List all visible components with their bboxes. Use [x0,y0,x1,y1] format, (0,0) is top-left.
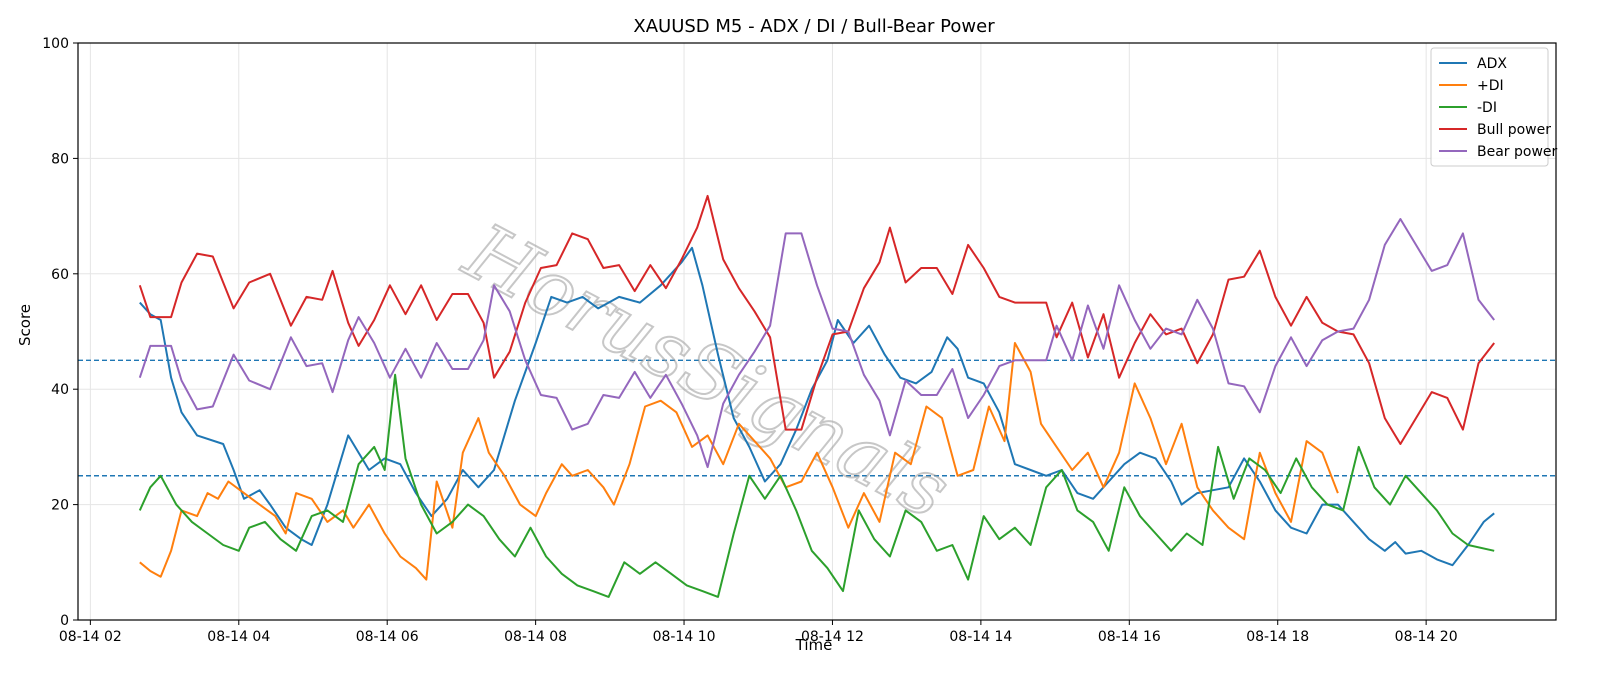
x-tick-label: 08-14 12 [801,629,864,645]
x-tick-label: 08-14 06 [356,629,419,645]
x-axis-label: Time [795,636,833,654]
x-tick-label: 08-14 18 [1246,629,1309,645]
plot-frame [77,42,1557,621]
series-line-bull-power [138,194,1495,445]
legend-box [1430,47,1549,167]
series-line-adx [139,246,1495,567]
legend: ADX +DI -DI Bull power Bear power [1430,47,1558,167]
x-tick-label: 08-14 10 [653,629,716,645]
x-tick-label: 08-14 02 [59,629,122,645]
legend-label: ADX [1477,56,1507,72]
chart-title: XAUUSD M5 - ADX / DI / Bull-Bear Power [633,16,995,37]
x-tick-label: 08-14 14 [949,629,1012,645]
series-line-di [138,373,1495,598]
x-tick-label: 08-14 20 [1395,629,1458,645]
y-axis-label: Score [16,304,34,346]
legend-label: Bull power [1477,122,1551,138]
y-tick-label: 20 [51,498,69,514]
series-line-bear-power [138,218,1495,469]
tick-layer: 0 20 40 60 80 100 08-14 02 08-14 04 08-14 06 08-1… [42,36,1457,645]
y-tick-label: 40 [51,382,69,398]
reference-lines [78,359,1556,477]
series-layer [138,194,1495,598]
y-tick-label: 0 [60,613,69,629]
x-tick-label: 08-14 04 [207,629,270,645]
y-tick-label: 60 [51,267,69,283]
legend-label: +DI [1477,78,1504,94]
x-tick-label: 08-14 08 [504,629,567,645]
legend-label: Bear power [1477,144,1558,160]
legend-label: -DI [1477,100,1497,116]
y-tick-label: 80 [51,151,69,167]
x-tick-label: 08-14 16 [1098,629,1161,645]
y-tick-label: 100 [42,36,69,52]
